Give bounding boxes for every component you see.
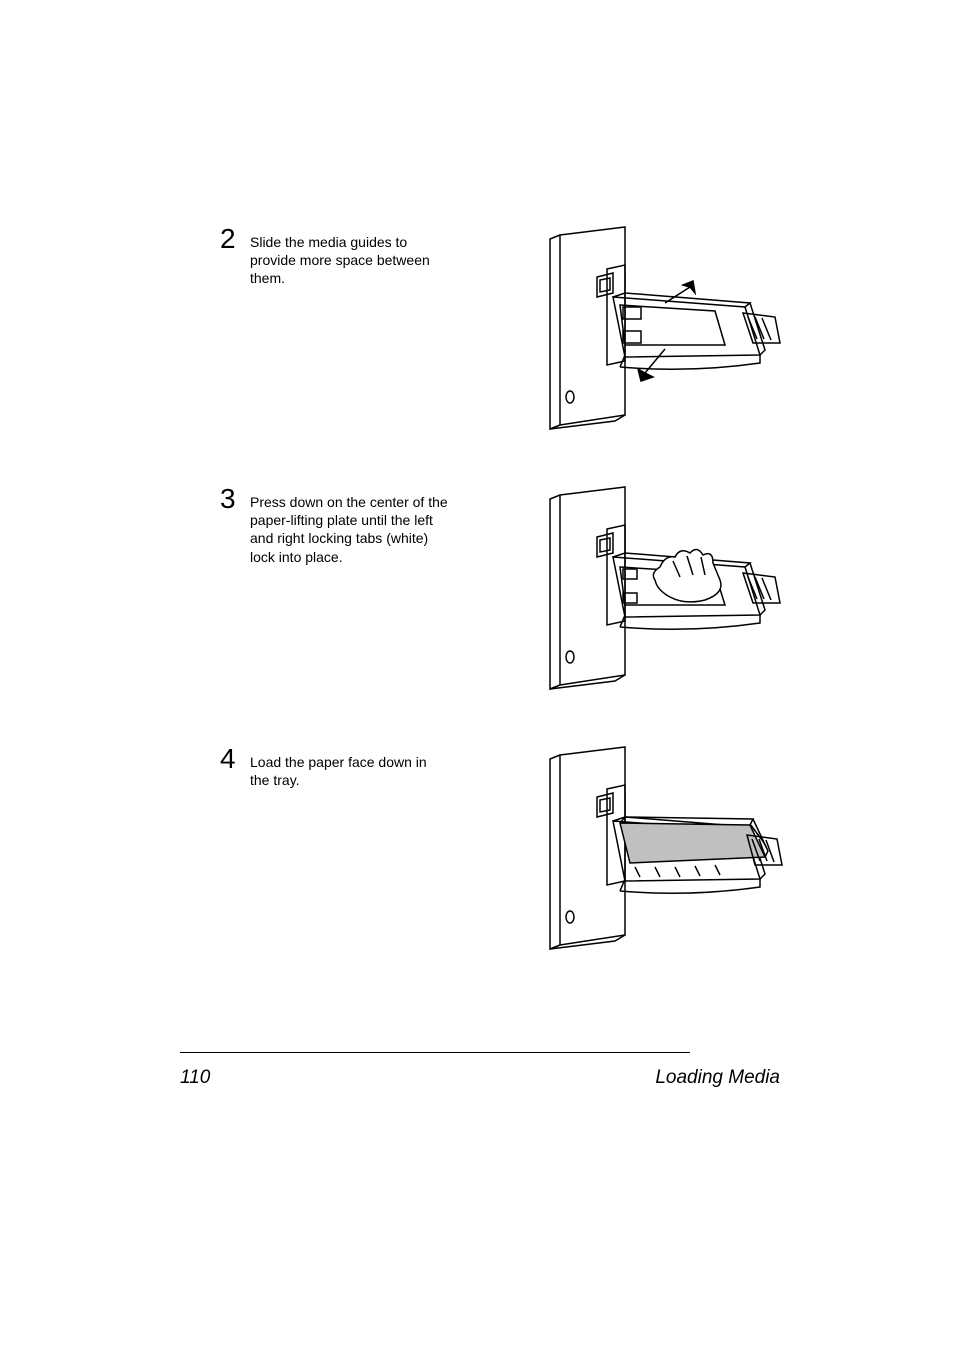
page-footer: 110 Loading Media xyxy=(180,1067,780,1089)
illustration-load-paper xyxy=(525,745,785,955)
step-4: 4 Load the paper face down in the tray. xyxy=(220,745,740,985)
section-title: Loading Media xyxy=(655,1067,780,1089)
illustration-press-plate xyxy=(525,485,785,695)
step-text-3: Press down on the center of the paper-li… xyxy=(250,485,450,566)
step-number-4: 4 xyxy=(220,745,240,773)
footer-rule xyxy=(180,1052,690,1053)
step-text-4: Load the paper face down in the tray. xyxy=(250,745,450,789)
illustration-slide-guides xyxy=(525,225,785,435)
page-content: 2 Slide the media guides to provide more… xyxy=(220,225,740,1005)
page-number: 110 xyxy=(180,1067,210,1089)
step-2: 2 Slide the media guides to provide more… xyxy=(220,225,740,465)
step-number-2: 2 xyxy=(220,225,240,253)
step-number-3: 3 xyxy=(220,485,240,513)
step-3: 3 Press down on the center of the paper-… xyxy=(220,485,740,725)
step-text-2: Slide the media guides to provide more s… xyxy=(250,225,450,288)
